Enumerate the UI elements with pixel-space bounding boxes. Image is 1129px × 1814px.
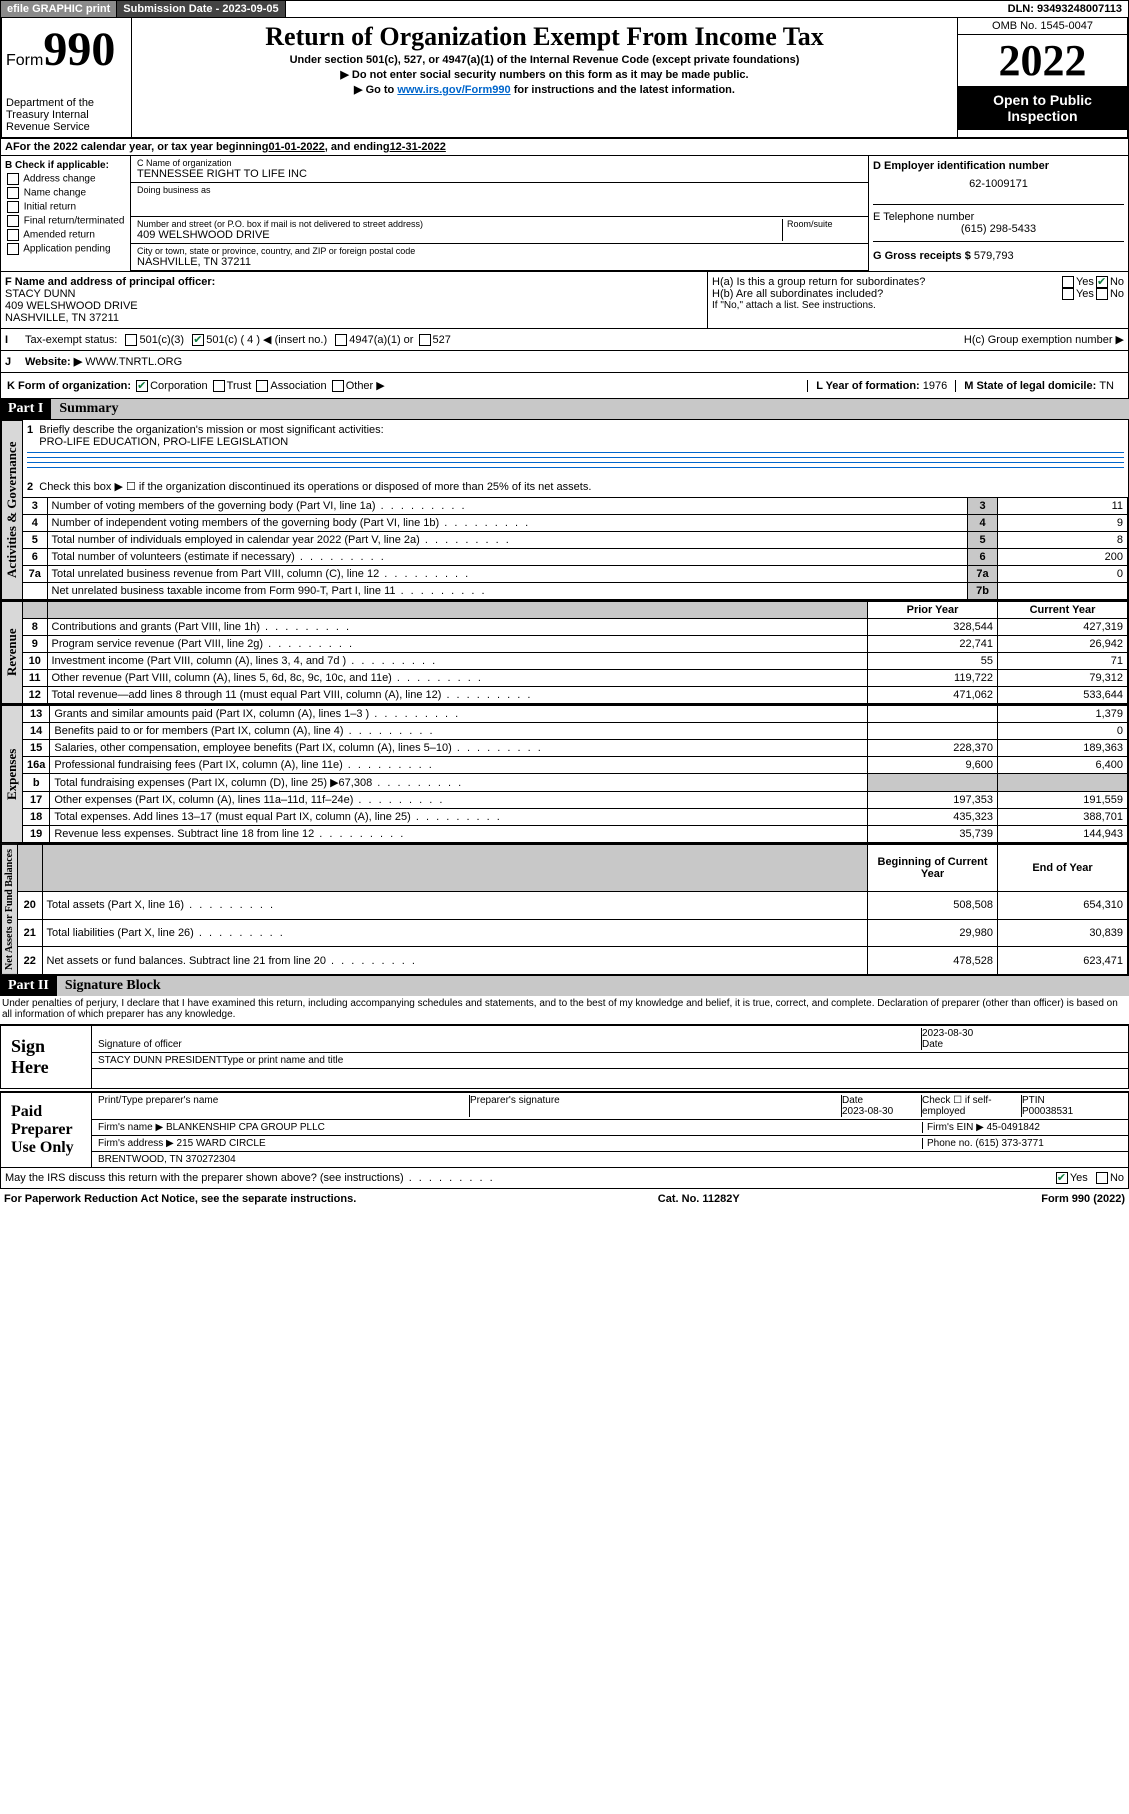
cb-initial[interactable]: Initial return xyxy=(5,201,126,213)
row-j: J Website: ▶ WWW.TNRTL.ORG xyxy=(0,351,1129,373)
website: WWW.TNRTL.ORG xyxy=(85,356,182,368)
row-a: A For the 2022 calendar year, or tax yea… xyxy=(0,139,1129,156)
ein: 62-1009171 xyxy=(873,178,1124,190)
cb-final[interactable]: Final return/terminated xyxy=(5,215,126,227)
part-i-header: Part I Summary xyxy=(0,399,1129,419)
header-right: OMB No. 1545-0047 2022 Open to Public In… xyxy=(957,18,1127,137)
section-b-through-g: B Check if applicable: Address change Na… xyxy=(0,156,1129,272)
side-expenses: Expenses xyxy=(1,705,23,843)
side-revenue: Revenue xyxy=(1,601,23,704)
header-main: Return of Organization Exempt From Incom… xyxy=(132,18,957,137)
may-irs-discuss: May the IRS discuss this return with the… xyxy=(0,1168,1129,1189)
ha-no-checked[interactable] xyxy=(1096,276,1108,288)
cb-address[interactable]: Address change xyxy=(5,173,126,185)
header: Form990 Department of the Treasury Inter… xyxy=(0,18,1129,139)
submission-date: Submission Date - 2023-09-05 xyxy=(117,1,285,17)
org-name: TENNESSEE RIGHT TO LIFE INC xyxy=(137,168,862,180)
tax-year: 2022 xyxy=(958,35,1127,86)
section-f-h: F Name and address of principal officer:… xyxy=(0,272,1129,329)
side-net-assets: Net Assets or Fund Balances xyxy=(1,844,18,975)
declaration: Under penalties of perjury, I declare th… xyxy=(0,996,1129,1022)
signature-block: Sign Here Signature of officer2023-08-30… xyxy=(0,1024,1129,1089)
row-i: I Tax-exempt status: 501(c)(3) 501(c) ( … xyxy=(0,329,1129,351)
col-d-e-g: D Employer identification number62-10091… xyxy=(868,156,1128,271)
gross-receipts: 579,793 xyxy=(974,250,1014,262)
side-governance: Activities & Governance xyxy=(1,420,23,600)
501c4-checked[interactable] xyxy=(192,334,204,346)
part-ii-header: Part II Signature Block xyxy=(0,976,1129,996)
sign-here-label: Sign Here xyxy=(1,1026,91,1088)
col-b-checkboxes: B Check if applicable: Address change Na… xyxy=(1,156,131,271)
discuss-yes-checked[interactable] xyxy=(1056,1172,1068,1184)
header-left: Form990 Department of the Treasury Inter… xyxy=(2,18,132,137)
form-word: Form xyxy=(6,52,43,69)
col-c: C Name of organizationTENNESSEE RIGHT TO… xyxy=(131,156,868,271)
subtitle-1: Under section 501(c), 527, or 4947(a)(1)… xyxy=(140,54,949,66)
dln: DLN: 93493248007113 xyxy=(286,1,1128,17)
phone: (615) 298-5433 xyxy=(873,223,1124,235)
topbar: efile GRAPHIC print Submission Date - 20… xyxy=(0,0,1129,18)
omb-number: OMB No. 1545-0047 xyxy=(958,18,1127,35)
city: NASHVILLE, TN 37211 xyxy=(137,256,862,268)
cb-amended[interactable]: Amended return xyxy=(5,229,126,241)
mission: PRO-LIFE EDUCATION, PRO-LIFE LEGISLATION xyxy=(39,436,288,448)
officer-sig-name: STACY DUNN PRESIDENT xyxy=(98,1055,222,1066)
dept-label: Department of the Treasury Internal Reve… xyxy=(6,97,127,133)
paid-preparer-label: Paid Preparer Use Only xyxy=(1,1093,91,1167)
street: 409 WELSHWOOD DRIVE xyxy=(137,229,782,241)
form-number: 990 xyxy=(43,23,115,76)
cb-name[interactable]: Name change xyxy=(5,187,126,199)
row-k-l-m: K Form of organization: Corporation Trus… xyxy=(0,373,1129,399)
form-title: Return of Organization Exempt From Incom… xyxy=(140,22,949,52)
officer-name: STACY DUNN xyxy=(5,288,76,300)
efile-button[interactable]: efile GRAPHIC print xyxy=(1,1,117,17)
corp-checked[interactable] xyxy=(136,380,148,392)
irs-link[interactable]: www.irs.gov/Form990 xyxy=(397,84,510,96)
part-i-body: Activities & Governance 1 Briefly descri… xyxy=(0,419,1129,601)
footer: For Paperwork Reduction Act Notice, see … xyxy=(0,1189,1129,1209)
cb-pending[interactable]: Application pending xyxy=(5,243,126,255)
inspection-label: Open to Public Inspection xyxy=(958,86,1127,130)
subtitle-3: ▶ Go to www.irs.gov/Form990 for instruct… xyxy=(140,83,949,96)
subtitle-2: ▶ Do not enter social security numbers o… xyxy=(140,68,949,81)
